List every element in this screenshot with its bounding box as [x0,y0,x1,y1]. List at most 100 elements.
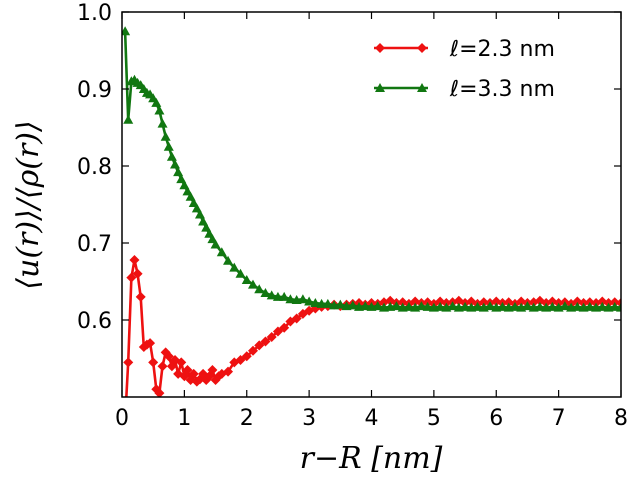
data-point [185,191,196,201]
data-point [254,340,265,351]
data-point [616,302,621,312]
data-point [188,368,199,379]
data-point [154,388,165,397]
data-point [129,254,140,265]
x-tick-label: 7 [552,406,566,431]
data-point [547,301,558,311]
data-point [198,216,209,226]
x-tick-label: 6 [489,406,503,431]
data-point [216,247,227,257]
data-point [170,159,181,169]
data-point [173,167,184,177]
data-point [260,336,271,347]
y-axis-label: ⟨u(r)⟩/⟨ρ(r)⟩ [11,120,46,289]
data-point [235,268,246,278]
data-point [572,301,583,311]
legend-marker [417,83,427,92]
data-point [260,288,271,298]
x-tick-label: 8 [614,406,628,431]
data-point [151,97,162,107]
data-point [534,301,545,311]
x-tick-label: 0 [115,406,129,431]
data-point [347,300,358,310]
data-point [478,297,489,308]
data-point [160,131,171,141]
data-point [322,298,333,308]
data-point [403,301,414,311]
data-point [272,326,283,337]
data-point [584,301,595,311]
data-point [157,361,168,372]
data-point [247,345,258,356]
data-point [485,301,496,311]
data-point [126,272,137,283]
data-point [122,26,131,36]
data-point [123,114,134,124]
x-tick-label: 4 [365,406,379,431]
legend-label: ℓ=2.3 nm [449,37,555,62]
data-point [194,209,205,219]
data-point [522,301,533,311]
data-point [157,118,168,128]
data-point [182,365,193,376]
data-point [123,357,134,368]
y-tick-label: 0.7 [77,232,112,257]
legend-marker [375,83,385,92]
data-point [559,301,570,311]
data-point [210,239,221,249]
legend-marker [417,43,427,53]
x-tick-label: 1 [177,406,191,431]
data-point [422,301,433,311]
x-tick-label: 3 [302,406,316,431]
series-line-2 [123,31,621,309]
data-point [223,255,234,265]
data-point [176,174,187,184]
y-tick-label: 0.6 [77,309,112,334]
x-tick-label: 2 [240,406,254,431]
x-axis-label: r−R [nm] [300,441,443,476]
legend-marker [375,43,385,53]
data-point [241,351,252,362]
data-point [335,299,346,309]
data-point [360,301,371,311]
data-point [235,355,246,366]
data-point [145,338,156,349]
legend-label: ℓ=3.3 nm [449,77,555,102]
data-point [148,357,159,368]
data-point [266,290,277,300]
data-point [176,357,187,368]
data-point [223,366,234,377]
y-tick-label: 0.9 [77,78,112,103]
data-point [163,141,174,151]
data-point [154,105,165,115]
legend: ℓ=2.3 nm ℓ=3.3 nm [374,37,555,102]
data-point [460,301,471,311]
data-point [163,351,174,362]
data-point [391,301,402,311]
data-point [201,222,212,232]
data-point [597,301,608,311]
data-point [297,294,308,304]
data-point [472,301,483,311]
data-point [509,301,520,311]
data-point [304,296,315,306]
data-point [279,322,290,333]
data-point [254,284,265,294]
data-point [132,268,143,279]
data-point [191,203,202,213]
data-point [609,301,620,311]
data-point [179,180,190,190]
data-point [135,291,146,302]
data-point [310,298,321,308]
series-line-1 [125,258,621,397]
data-point [247,279,258,289]
data-point [435,301,446,311]
x-tick-label: 5 [427,406,441,431]
data-point [447,301,458,311]
data-point [229,262,240,272]
data-point [285,294,296,304]
data-point [166,151,177,161]
tick-layer: 0 1 2 3 4 5 6 7 8 0.6 0.7 0.8 0.9 1.0 [77,1,628,431]
data-point [497,301,508,311]
